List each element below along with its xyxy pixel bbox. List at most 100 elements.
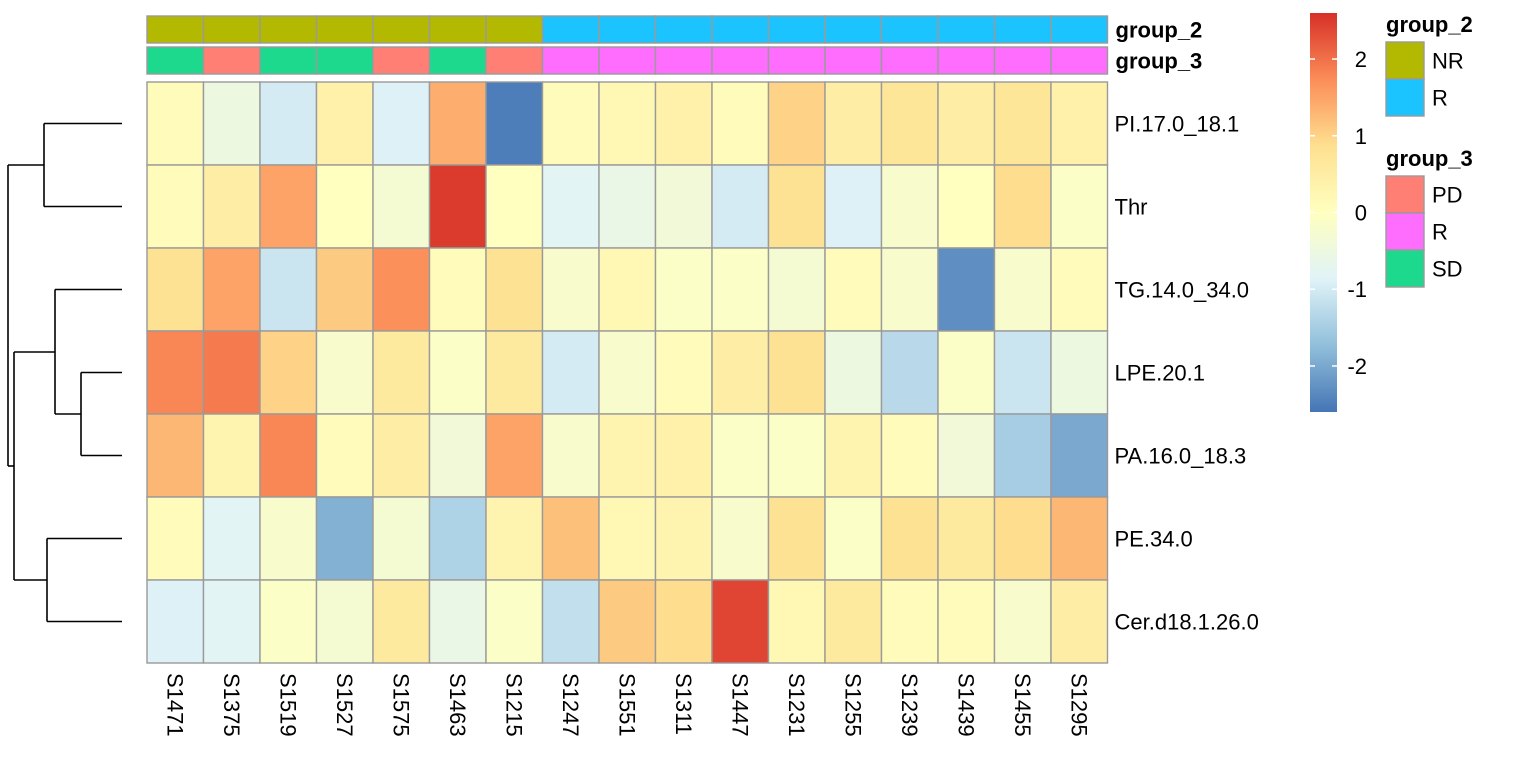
heatmap-cell <box>485 413 544 498</box>
heatmap-cell <box>372 496 431 581</box>
heatmap-cell <box>259 579 318 664</box>
heatmap-cell <box>1050 413 1109 498</box>
column-label: S1375 <box>219 673 244 737</box>
heatmap-cell <box>937 579 996 664</box>
heatmap-cell <box>767 579 826 664</box>
heatmap-cell <box>485 164 544 249</box>
heatmap-cell <box>541 247 600 332</box>
heatmap-cell <box>598 579 657 664</box>
legend-swatch <box>1385 212 1425 251</box>
group_3-cell <box>824 46 883 75</box>
group_2-cell <box>372 15 431 44</box>
heatmap-cell <box>824 496 883 581</box>
heatmap-cell <box>259 247 318 332</box>
heatmap-cell <box>767 413 826 498</box>
column-label: S1527 <box>332 673 357 737</box>
row-label: PA.16.0_18.3 <box>1115 444 1247 469</box>
color-scale-tick-label: 0 <box>1355 201 1367 226</box>
heatmap-cell <box>202 413 261 498</box>
heatmap-cell <box>428 81 487 166</box>
annotation-track-label: group_2 <box>1116 18 1203 43</box>
legend-swatch <box>1385 249 1425 288</box>
legend-label: R <box>1432 86 1448 111</box>
heatmap-cell <box>880 413 939 498</box>
group_3-cell <box>259 46 318 75</box>
column-label: S1295 <box>1066 673 1091 737</box>
heatmap-cell <box>315 496 374 581</box>
heatmap-cell <box>1050 496 1109 581</box>
row-label: Thr <box>1115 195 1148 220</box>
column-label: S1519 <box>275 673 300 737</box>
heatmap-cell <box>146 164 205 249</box>
heatmap-cell <box>1050 81 1109 166</box>
heatmap-cell <box>259 496 318 581</box>
heatmap-cell <box>428 579 487 664</box>
group_2-cell <box>598 15 657 44</box>
group_3-cell <box>485 46 544 75</box>
heatmap-cell <box>598 413 657 498</box>
heatmap-cell <box>767 247 826 332</box>
column-label: S1463 <box>445 673 470 737</box>
heatmap-cell <box>372 247 431 332</box>
heatmap-cell <box>315 164 374 249</box>
heatmap-cell <box>880 496 939 581</box>
heatmap-cell <box>428 164 487 249</box>
heatmap-cell <box>654 579 713 664</box>
heatmap-cell <box>711 81 770 166</box>
heatmap-cell <box>259 81 318 166</box>
heatmap-cell <box>541 579 600 664</box>
heatmap-cell <box>1050 330 1109 415</box>
heatmap-cell <box>202 496 261 581</box>
heatmap-cell <box>202 81 261 166</box>
group_2-cell <box>824 15 883 44</box>
group_2-cell <box>880 15 939 44</box>
heatmap-cell <box>485 579 544 664</box>
heatmap-cell <box>654 413 713 498</box>
heatmap-cell <box>146 81 205 166</box>
heatmap-cell <box>880 579 939 664</box>
group_3-cell <box>711 46 770 75</box>
heatmap-cell <box>880 247 939 332</box>
heatmap-cell <box>202 330 261 415</box>
column-label: S1239 <box>897 673 922 737</box>
group_2-cell <box>937 15 996 44</box>
heatmap-cell <box>993 81 1052 166</box>
heatmap-cell <box>937 330 996 415</box>
row-label: LPE.20.1 <box>1115 361 1206 386</box>
group_3-cell <box>937 46 996 75</box>
heatmap-cell <box>428 330 487 415</box>
group_3-cell <box>372 46 431 75</box>
row-dendrogram <box>7 122 122 623</box>
heatmap-cell <box>315 330 374 415</box>
heatmap-cell <box>598 81 657 166</box>
heatmap-cell <box>993 247 1052 332</box>
group_3-cell <box>202 46 261 75</box>
axis-labels: PI.17.0_18.1 Thr TG.14.0_34.0 LPE.20.1 PA.16… <box>162 18 1259 737</box>
heatmap-cell <box>428 413 487 498</box>
heatmap-cell <box>937 496 996 581</box>
heatmap-cell <box>541 164 600 249</box>
heatmap-cell <box>767 330 826 415</box>
heatmap-cell <box>315 247 374 332</box>
heatmap-cell <box>824 81 883 166</box>
legend-swatch <box>1385 41 1425 80</box>
heatmap-cell <box>654 81 713 166</box>
group_2-cell <box>202 15 261 44</box>
heatmap-cell <box>372 164 431 249</box>
heatmap-cell <box>993 413 1052 498</box>
column-label: S1231 <box>784 673 809 737</box>
column-label: S1439 <box>953 673 978 737</box>
heatmap-cell <box>541 496 600 581</box>
column-label: S1311 <box>671 673 696 735</box>
heatmap-cell <box>824 413 883 498</box>
heatmap-cell <box>711 579 770 664</box>
color-scale-tick-label: -1 <box>1347 277 1367 302</box>
legend-title: group_3 <box>1386 146 1473 171</box>
column-label: S1471 <box>162 673 187 737</box>
group_2-cell <box>259 15 318 44</box>
heatmap-cell <box>1050 579 1109 664</box>
heatmap-cell <box>711 247 770 332</box>
annotation-tracks <box>146 15 1109 75</box>
column-label: S1215 <box>501 673 526 737</box>
heatmap-cell <box>372 330 431 415</box>
